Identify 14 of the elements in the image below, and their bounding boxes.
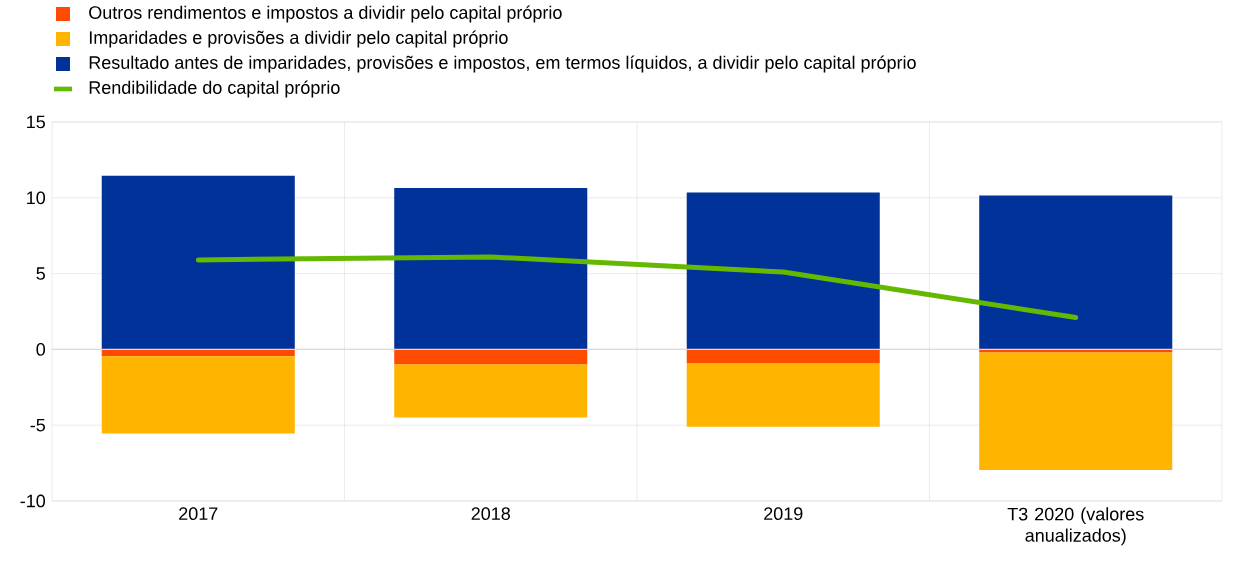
- y-tick-label: -5: [30, 418, 45, 432]
- x-tick-label: 2018: [471, 507, 510, 520]
- legend-label: Resultado antes de imparidades, provisões e impostos, em termos líquidos, a dividir pelo capital próprio: [89, 55, 916, 73]
- x-tick-label: 2019: [764, 507, 803, 520]
- y-tick-label: 15: [27, 115, 45, 129]
- y-tick-label: -10: [20, 494, 46, 508]
- x-tick-label: T3 2020 (valores anualizados): [1007, 507, 1144, 546]
- legend-label: Imparidades e provisões a dividir pelo capital próprio: [89, 30, 508, 48]
- y-tick-label: 10: [27, 191, 46, 205]
- y-tick-label: 5: [36, 267, 45, 280]
- x-tick-label: 2017: [179, 507, 218, 520]
- legend-label: Rendibilidade do capital próprio: [89, 80, 340, 98]
- y-tick-label: 0: [36, 343, 46, 356]
- legend-label: Outros rendimentos e impostos a dividir pelo capital próprio: [89, 5, 562, 23]
